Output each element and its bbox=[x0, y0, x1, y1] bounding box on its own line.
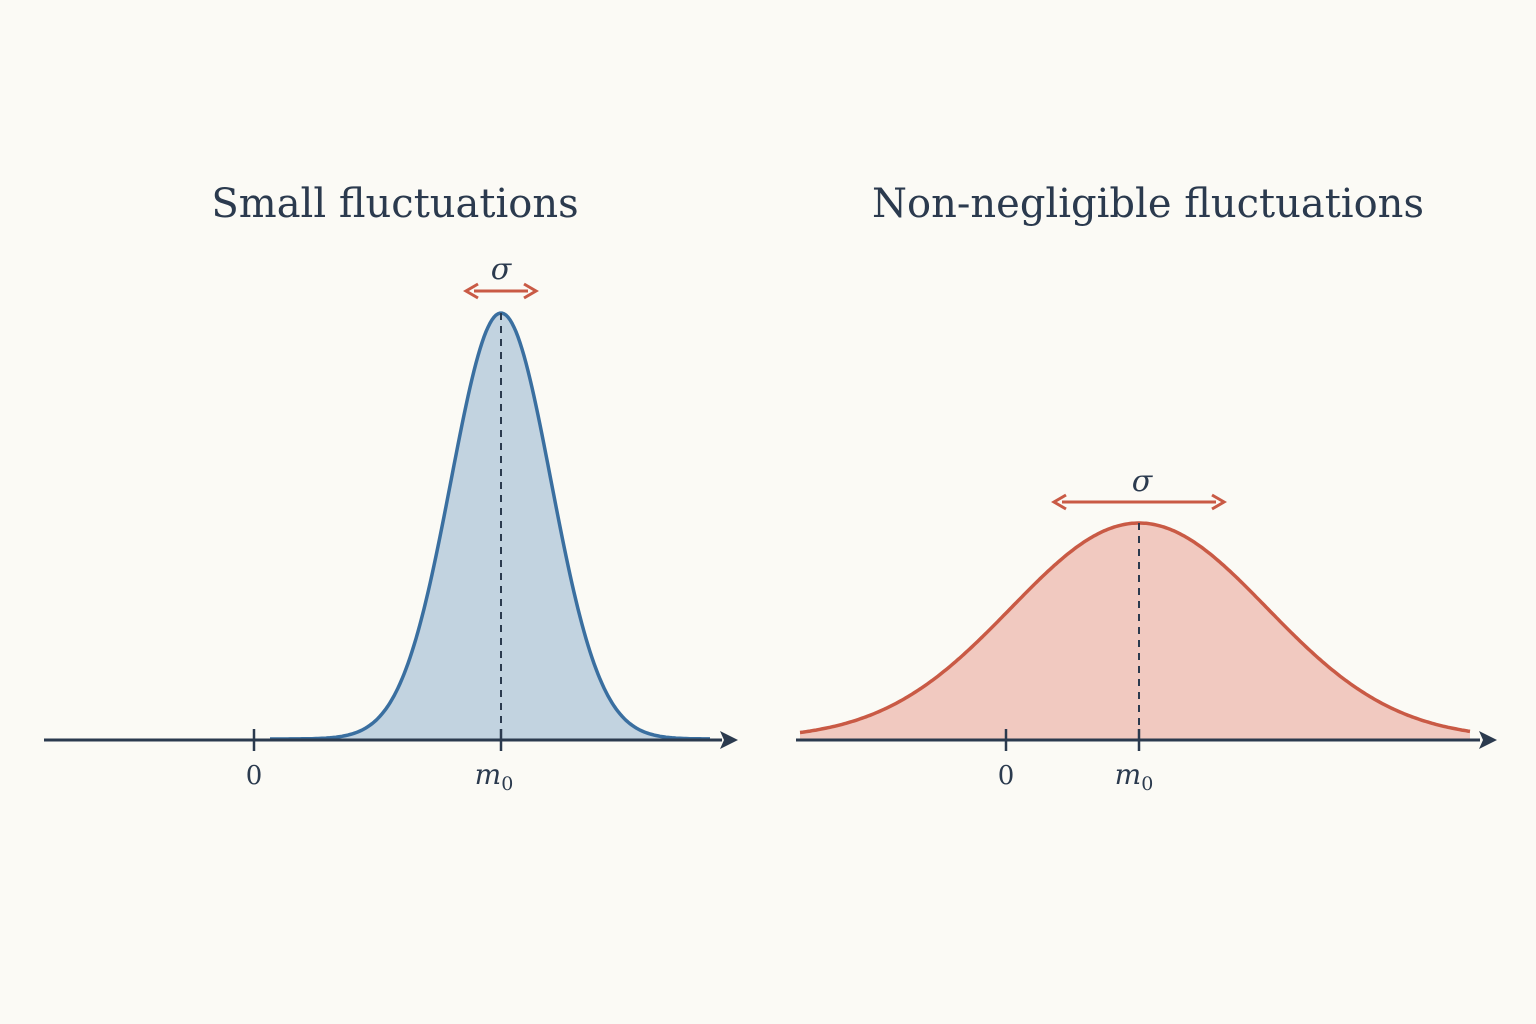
distribution-fill-left bbox=[270, 313, 710, 739]
tick-label-mean-right: m0 bbox=[1115, 758, 1154, 795]
sigma-label-left: σ bbox=[491, 252, 513, 287]
tick-label-zero-right: 0 bbox=[998, 761, 1015, 791]
sigma-label-right: σ bbox=[1132, 464, 1154, 499]
mean-subscript-left: 0 bbox=[501, 773, 513, 795]
tick-label-zero-left: 0 bbox=[246, 761, 263, 791]
mean-subscript-right: 0 bbox=[1141, 773, 1153, 795]
mean-symbol-left: m bbox=[475, 758, 502, 791]
panel-title-left: Small fluctuations bbox=[211, 181, 578, 227]
panel-title-right: Non-negligible fluctuations bbox=[872, 181, 1424, 227]
tick-label-mean-left: m0 bbox=[475, 758, 514, 795]
distribution-fill-right bbox=[800, 523, 1470, 739]
sigma-arrow-right bbox=[1051, 493, 1227, 511]
panel-small-fluctuations: Small fluctuations 0 m0 σ bbox=[44, 181, 738, 795]
mean-symbol-right: m bbox=[1115, 758, 1142, 791]
distribution-curve-right bbox=[799, 521, 1471, 735]
panel-non-negligible-fluctuations: Non-negligible fluctuations 0 m0 σ bbox=[796, 181, 1497, 795]
x-axis-arrowhead-right bbox=[1479, 731, 1497, 749]
distribution-curve-left bbox=[270, 311, 710, 741]
x-axis-arrowhead-left bbox=[720, 731, 738, 749]
sigma-arrow-left bbox=[463, 282, 539, 300]
